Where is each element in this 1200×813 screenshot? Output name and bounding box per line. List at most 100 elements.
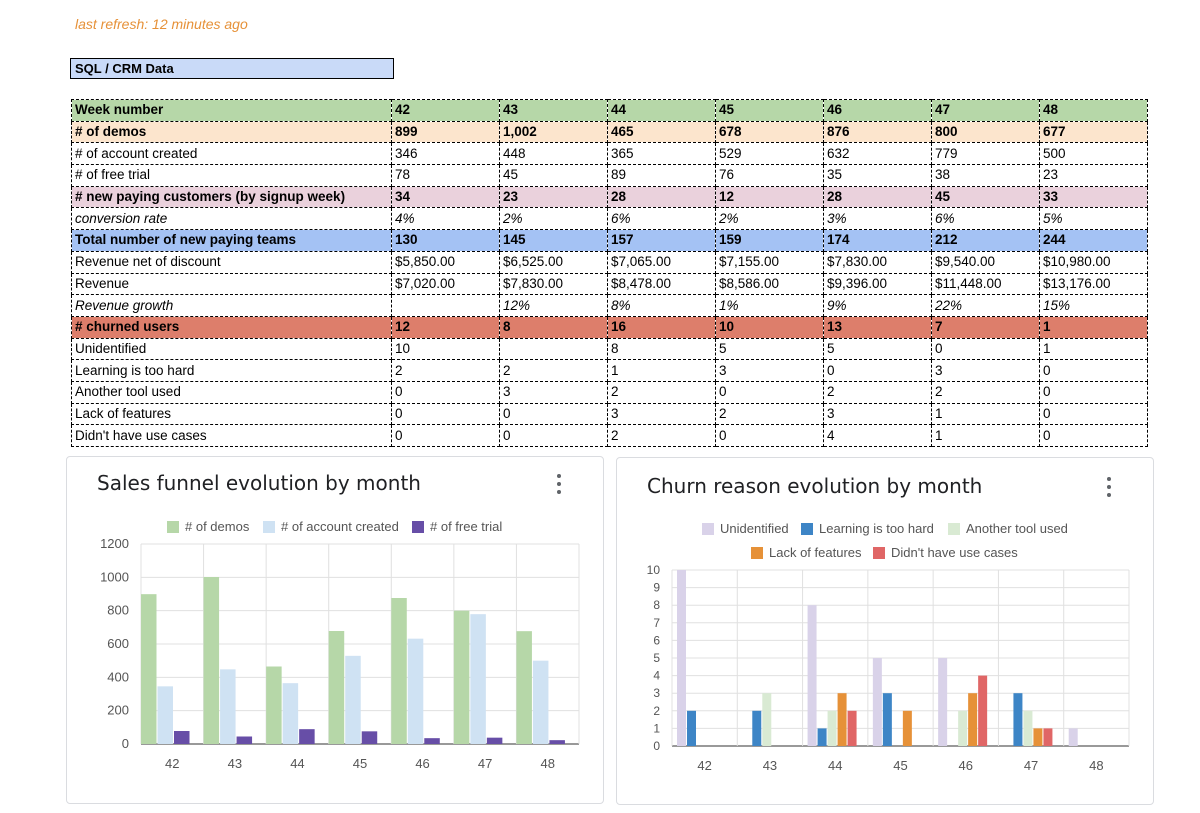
- table-cell[interactable]: $13,176.00: [1039, 272, 1148, 296]
- bar[interactable]: [174, 731, 190, 744]
- table-cell[interactable]: $9,540.00: [931, 250, 1040, 274]
- table-cell[interactable]: 5: [715, 337, 824, 361]
- table-cell[interactable]: 632: [823, 142, 932, 166]
- bar[interactable]: [266, 666, 282, 745]
- row-label[interactable]: # churned users: [71, 315, 392, 339]
- bar[interactable]: [391, 598, 407, 744]
- bar[interactable]: [968, 693, 978, 746]
- legend-label[interactable]: # of demos: [185, 519, 250, 534]
- table-cell[interactable]: 6%: [931, 207, 1040, 231]
- table-cell[interactable]: 876: [823, 120, 932, 144]
- table-cell[interactable]: 529: [715, 142, 824, 166]
- table-cell[interactable]: 130: [391, 229, 500, 252]
- table-cell[interactable]: 78: [391, 164, 500, 187]
- table-cell[interactable]: 44: [607, 99, 716, 122]
- table-cell[interactable]: 38: [931, 164, 1040, 187]
- table-cell[interactable]: 2: [823, 380, 932, 404]
- table-cell[interactable]: 365: [607, 142, 716, 166]
- table-cell[interactable]: 1: [931, 424, 1040, 447]
- bar[interactable]: [282, 683, 299, 744]
- table-cell[interactable]: 1: [1039, 337, 1148, 361]
- table-cell[interactable]: 800: [931, 120, 1040, 144]
- table-cell[interactable]: 23: [1039, 164, 1148, 187]
- table-cell[interactable]: 15%: [1039, 294, 1148, 317]
- table-cell[interactable]: 35: [823, 164, 932, 187]
- table-cell[interactable]: 0: [391, 380, 500, 404]
- table-cell[interactable]: 346: [391, 142, 500, 166]
- table-cell[interactable]: 89: [607, 164, 716, 187]
- table-cell[interactable]: 12: [715, 185, 824, 209]
- table-cell[interactable]: 28: [607, 185, 716, 209]
- bar[interactable]: [827, 710, 837, 746]
- table-cell[interactable]: 76: [715, 164, 824, 187]
- table-cell[interactable]: 34: [391, 185, 500, 209]
- bar[interactable]: [220, 669, 236, 744]
- table-cell[interactable]: 12%: [499, 294, 608, 317]
- row-label[interactable]: Total number of new paying teams: [71, 229, 392, 252]
- table-cell[interactable]: 244: [1039, 229, 1148, 252]
- table-cell[interactable]: 23: [499, 185, 608, 209]
- row-label[interactable]: Didn't have use cases: [71, 424, 392, 447]
- bar[interactable]: [1033, 728, 1043, 746]
- bar[interactable]: [236, 736, 253, 745]
- legend-label[interactable]: Lack of features: [769, 545, 862, 560]
- bar[interactable]: [532, 660, 549, 744]
- table-cell[interactable]: 16: [607, 315, 716, 339]
- bar[interactable]: [1023, 710, 1033, 746]
- bar[interactable]: [470, 614, 486, 744]
- table-cell[interactable]: 145: [499, 229, 608, 252]
- table-cell[interactable]: $8,478.00: [607, 272, 716, 296]
- table-cell[interactable]: $10,980.00: [1039, 250, 1148, 274]
- table-cell[interactable]: 3%: [823, 207, 932, 231]
- table-cell[interactable]: 0: [715, 424, 824, 447]
- table-cell[interactable]: 0: [499, 402, 608, 426]
- table-cell[interactable]: $7,830.00: [823, 250, 932, 274]
- table-cell[interactable]: 0: [1039, 424, 1148, 447]
- table-cell[interactable]: 1%: [715, 294, 824, 317]
- table-cell[interactable]: 500: [1039, 142, 1148, 166]
- bar[interactable]: [978, 675, 988, 746]
- row-label[interactable]: # new paying customers (by signup week): [71, 185, 392, 209]
- table-cell[interactable]: 174: [823, 229, 932, 252]
- bar[interactable]: [902, 710, 912, 746]
- table-cell[interactable]: 1: [1039, 315, 1148, 339]
- bar[interactable]: [752, 710, 762, 746]
- table-cell[interactable]: 4%: [391, 207, 500, 231]
- bar[interactable]: [345, 655, 361, 744]
- bar[interactable]: [453, 610, 470, 744]
- row-label[interactable]: Revenue growth: [71, 294, 392, 317]
- table-cell[interactable]: [499, 337, 608, 361]
- bar[interactable]: [1013, 693, 1023, 746]
- bar[interactable]: [817, 728, 827, 746]
- row-label[interactable]: conversion rate: [71, 207, 392, 231]
- legend-label[interactable]: # of account created: [281, 519, 399, 534]
- bar[interactable]: [203, 577, 220, 744]
- table-cell[interactable]: 3: [607, 402, 716, 426]
- table-cell[interactable]: 0: [931, 337, 1040, 361]
- table-cell[interactable]: 33: [1039, 185, 1148, 209]
- bar[interactable]: [299, 729, 315, 744]
- table-cell[interactable]: 3: [499, 380, 608, 404]
- bar[interactable]: [361, 731, 378, 744]
- table-cell[interactable]: 47: [931, 99, 1040, 122]
- table-cell[interactable]: 3: [715, 359, 824, 382]
- bar[interactable]: [847, 710, 857, 746]
- table-cell[interactable]: 212: [931, 229, 1040, 252]
- table-cell[interactable]: 10: [391, 337, 500, 361]
- row-label[interactable]: # of demos: [71, 120, 392, 144]
- bar[interactable]: [687, 710, 696, 746]
- table-cell[interactable]: 28: [823, 185, 932, 209]
- bar[interactable]: [424, 738, 440, 744]
- table-cell[interactable]: 448: [499, 142, 608, 166]
- table-cell[interactable]: $7,155.00: [715, 250, 824, 274]
- bar[interactable]: [837, 693, 847, 746]
- row-label[interactable]: Revenue: [71, 272, 392, 296]
- table-cell[interactable]: 1,002: [499, 120, 608, 144]
- table-cell[interactable]: 13: [823, 315, 932, 339]
- table-cell[interactable]: 2: [607, 380, 716, 404]
- table-cell[interactable]: 899: [391, 120, 500, 144]
- table-cell[interactable]: 9%: [823, 294, 932, 317]
- table-cell[interactable]: 45: [499, 164, 608, 187]
- table-cell[interactable]: [391, 294, 500, 317]
- bar[interactable]: [872, 658, 882, 746]
